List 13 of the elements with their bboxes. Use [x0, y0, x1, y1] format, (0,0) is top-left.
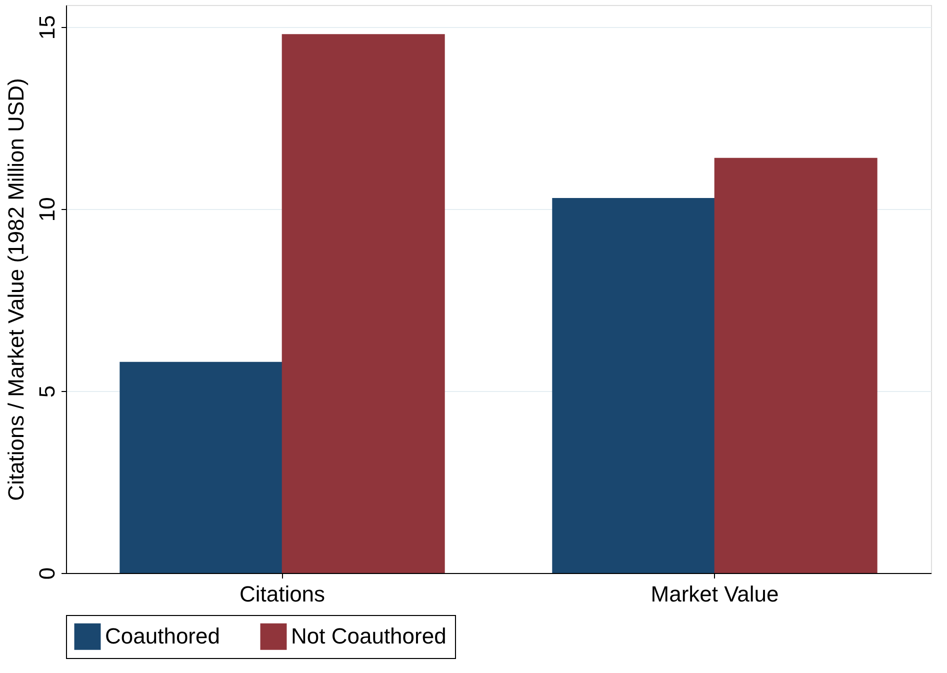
legend-label: Not Coauthored: [291, 624, 446, 649]
y-tick-label: 10: [34, 197, 60, 222]
bar: [282, 34, 445, 573]
legend-label: Coauthored: [105, 624, 220, 649]
x-tick-label: Citations: [239, 582, 326, 606]
y-tick-label: 15: [34, 15, 60, 40]
bar: [120, 362, 283, 573]
y-axis-title: Citations / Market Value (1982 Million USD): [4, 78, 28, 501]
x-tick-label: Market Value: [650, 582, 779, 606]
y-tick-label: 5: [34, 385, 60, 398]
bar: [714, 158, 878, 573]
y-tick-label: 0: [34, 567, 60, 580]
bar: [552, 198, 716, 573]
